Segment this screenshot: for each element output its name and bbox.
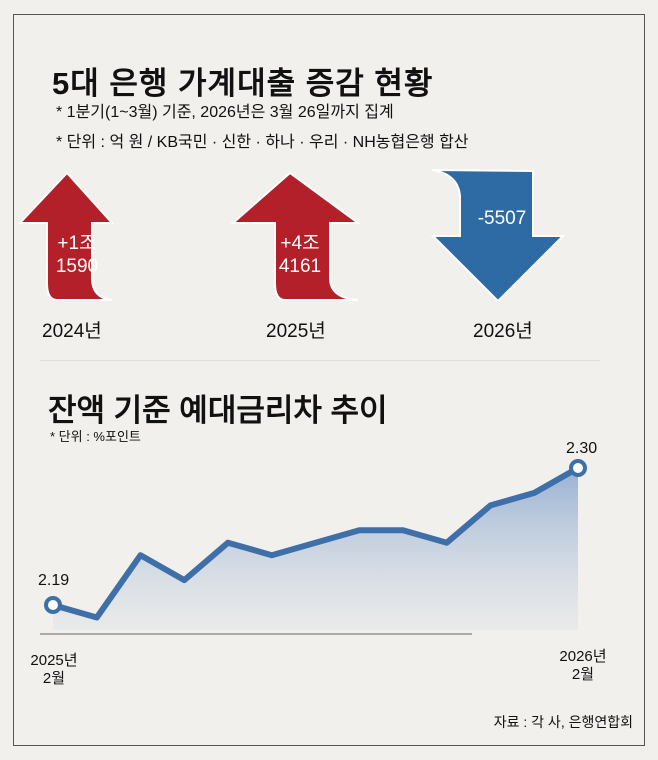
series-line (52, 465, 580, 621)
change-2025-line2: 4161 (278, 256, 322, 277)
change-2026: -5507 (477, 208, 527, 229)
divider (40, 360, 600, 361)
chart-unit-note: * 단위 : %포인트 (50, 429, 141, 444)
data-point-start (44, 596, 62, 614)
data-point-end (569, 459, 587, 477)
change-2025-line1: +4조 (280, 233, 320, 254)
change-2025: +4조 4161 (268, 232, 332, 278)
year-2024: 2024년 (42, 321, 102, 342)
source: 자료 : 각 사, 은행연합회 (493, 714, 633, 730)
up-arrow-icon-2025 (230, 171, 360, 301)
x-label-start-line1: 2025년 (30, 652, 78, 669)
up-arrow-icon-2024 (17, 171, 115, 301)
note-period: * 1분기(1~3월) 기준, 2026년은 3월 26일까지 집계 (56, 104, 394, 121)
main-title: 5대 은행 가계대출 증감 현황 (52, 66, 434, 101)
year-2026: 2026년 (473, 321, 533, 342)
x-label-end: 2026년 2월 (553, 648, 613, 684)
x-label-end-line2: 2월 (571, 666, 595, 683)
change-2024-line1: +1조 (57, 233, 97, 254)
change-2024: +1조 1590 (45, 232, 109, 278)
area-fill (53, 468, 578, 630)
chart-title: 잔액 기준 예대금리차 추이 (48, 393, 388, 428)
x-label-start-line2: 2월 (42, 670, 66, 687)
last-value-label: 2.30 (566, 440, 598, 457)
change-2024-line2: 1590 (55, 256, 99, 277)
frame (13, 14, 645, 746)
first-value-label: 2.19 (38, 572, 70, 589)
x-label-start: 2025년 2월 (24, 652, 84, 688)
x-label-end-line1: 2026년 (559, 648, 607, 665)
down-arrow-icon-2026 (430, 169, 566, 303)
note-unit: * 단위 : 억 원 / KB국민 · 신한 · 하나 · 우리 · NH농협은… (56, 134, 469, 151)
year-2025: 2025년 (266, 321, 326, 342)
